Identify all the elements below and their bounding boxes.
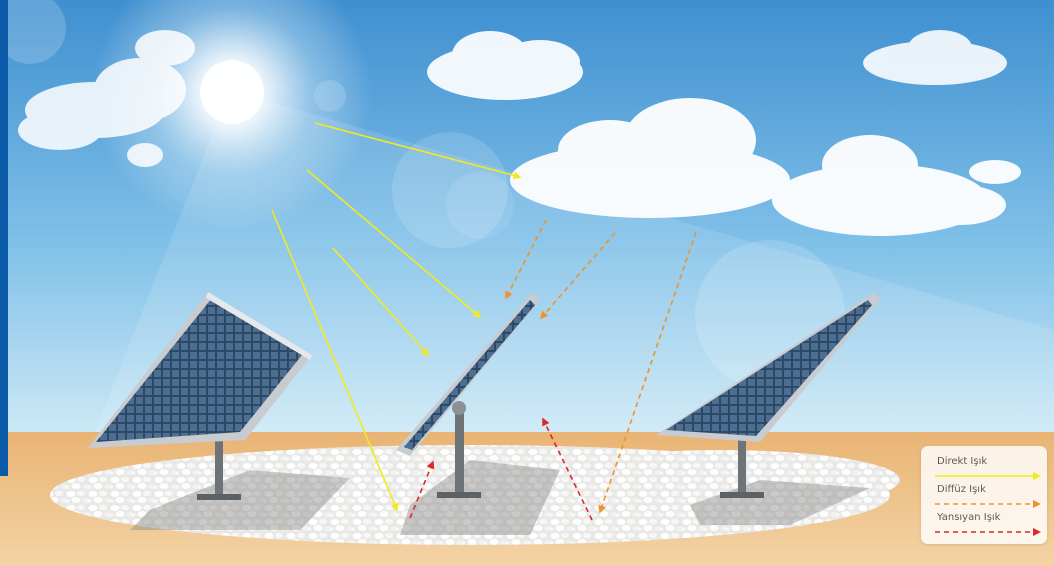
- solar-panel-icon: [396, 293, 540, 498]
- side-bar: [0, 0, 8, 476]
- legend-item-reflected: Yansıyan Işık: [921, 512, 1047, 540]
- legend-line-reflected: [935, 528, 1041, 536]
- legend-label-diffuse: Diffüz Işık: [937, 484, 986, 495]
- reflected-light-rays: [409, 417, 593, 521]
- legend: Direkt Işık Diffüz Işık Yansıyan Işık: [921, 446, 1047, 544]
- solar-panel-icon: [88, 292, 312, 500]
- legend-label-direct: Direkt Işık: [937, 456, 988, 467]
- diffuse-light-rays: [505, 219, 697, 514]
- legend-line-direct: [935, 472, 1041, 480]
- legend-item-direct: Direkt Işık: [921, 456, 1047, 484]
- solar-panel-icon: [656, 292, 880, 498]
- legend-label-reflected: Yansıyan Işık: [937, 512, 1001, 523]
- legend-line-diffuse: [935, 500, 1041, 508]
- cloud-icon: [18, 30, 1021, 236]
- legend-item-diffuse: Diffüz Işık: [921, 484, 1047, 512]
- direct-light-rays: [271, 122, 522, 512]
